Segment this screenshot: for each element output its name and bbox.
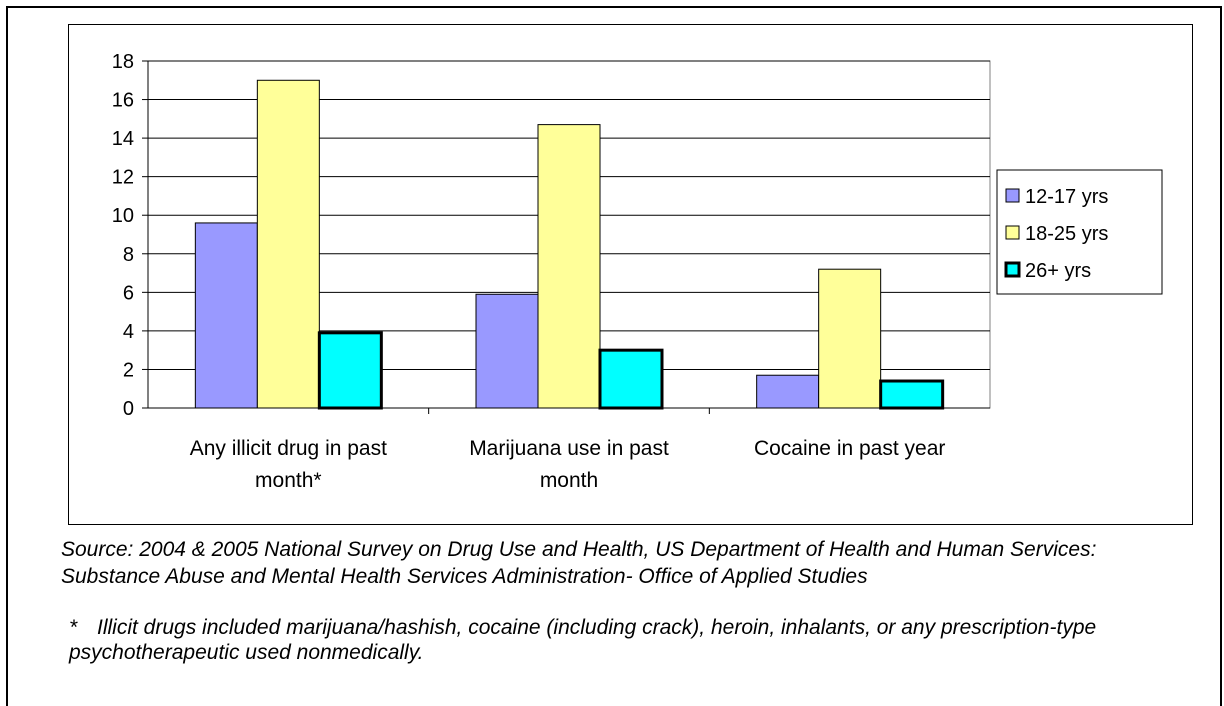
y-tick-label: 0 — [123, 398, 134, 420]
footnote-text: Illicit drugs included marijuana/hashish… — [69, 616, 1097, 664]
legend-box — [996, 169, 1163, 295]
y-tick-label: 16 — [112, 90, 134, 112]
category-label: Marijuana use in past — [469, 437, 669, 460]
bar — [194, 222, 258, 409]
bar — [256, 79, 320, 409]
category-label: month — [540, 469, 598, 492]
legend-swatch — [1004, 261, 1021, 278]
y-tick-label: 18 — [112, 51, 134, 73]
y-tick-label: 8 — [123, 244, 134, 266]
y-tick-label: 14 — [112, 128, 134, 150]
category-label: month* — [255, 469, 322, 492]
bar — [756, 374, 820, 409]
y-tick-label: 10 — [112, 205, 134, 227]
y-tick-label: 4 — [123, 321, 134, 343]
category-label: Cocaine in past year — [754, 437, 945, 460]
y-tick-label: 12 — [112, 167, 134, 189]
bar — [475, 293, 539, 409]
source-note: Source: 2004 & 2005 National Survey on D… — [61, 538, 1097, 588]
legend-swatch — [1005, 225, 1020, 240]
footnote-mark: * — [69, 616, 78, 639]
y-tick-label: 2 — [123, 359, 134, 381]
bar-chart: 0 2 4 6 8 10 12 14 16 18 Any illicit drug in past m… — [112, 51, 1163, 492]
legend-label: 12-17 yrs — [1025, 186, 1108, 208]
page-frame — [6, 6, 1222, 706]
footnote: * Illicit drugs included marijuana/hashis… — [69, 615, 1189, 665]
bar — [879, 379, 945, 410]
chart-area: 0 2 4 6 8 10 12 14 16 18 Any illicit drug in past m… — [68, 24, 1193, 525]
category-label: Any illicit drug in past — [190, 437, 387, 460]
y-tick-label: 6 — [123, 282, 134, 304]
bar — [537, 124, 601, 409]
legend-label: 26+ yrs — [1025, 260, 1091, 282]
bar — [317, 331, 383, 410]
bar — [598, 348, 664, 410]
legend-swatch — [1005, 188, 1020, 203]
bar — [818, 268, 882, 409]
legend-label: 18-25 yrs — [1025, 223, 1108, 245]
